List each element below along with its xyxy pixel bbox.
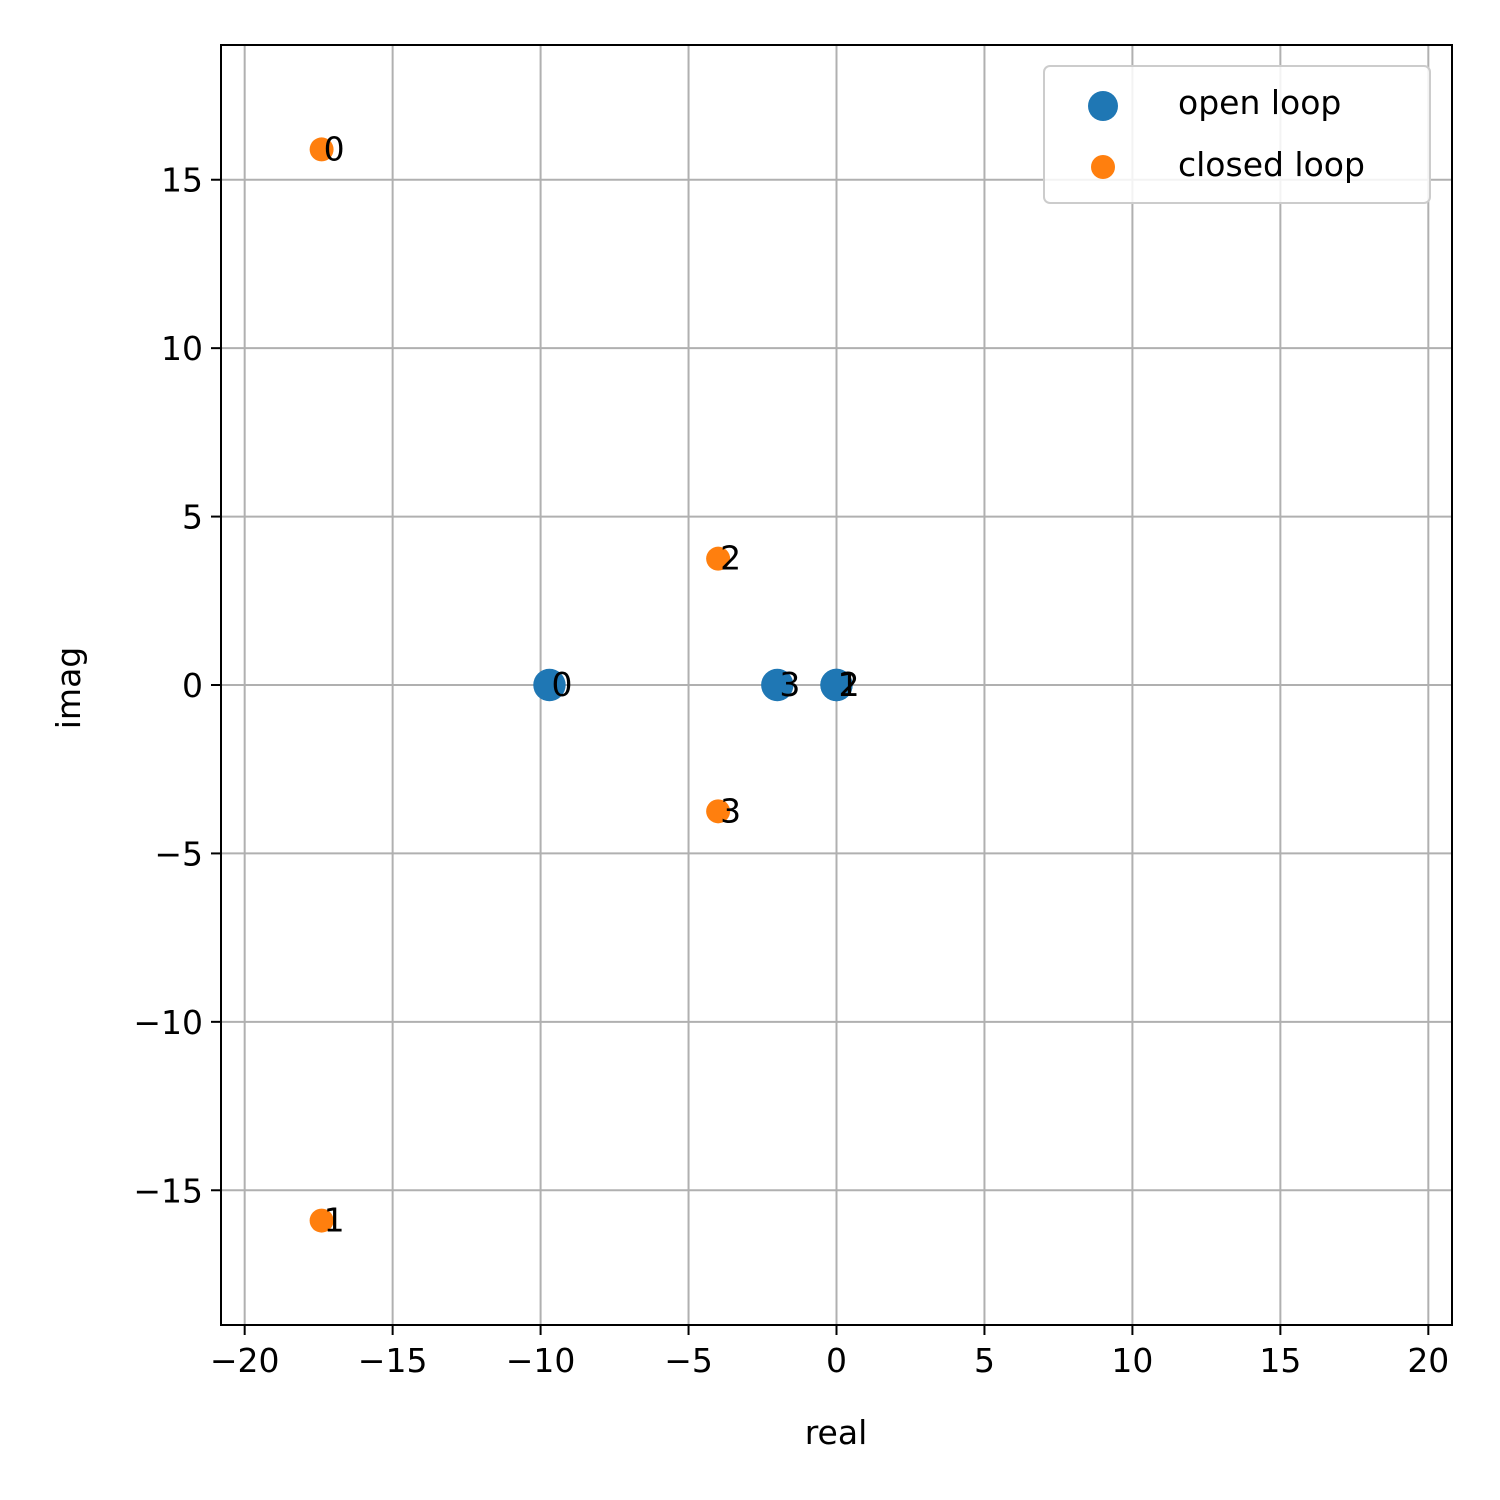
closed-loop-point [706, 799, 731, 824]
closed-loop-point-label: 2 [720, 539, 741, 578]
legend-label-closed-loop: closed loop [1178, 145, 1365, 184]
x-tick-label: −10 [506, 1341, 576, 1380]
y-tick-label: −15 [133, 1171, 203, 1210]
open-loop-point-label: 1 [839, 665, 860, 704]
x-axis-title: real [805, 1413, 868, 1452]
y-axis-title: imag [49, 647, 88, 729]
data-points [309, 137, 853, 1233]
y-tick-label: 0 [182, 666, 203, 705]
y-tick-label: 5 [182, 498, 203, 537]
closed-loop-point [706, 546, 731, 571]
open-loop-point [820, 668, 853, 702]
plot-frame [220, 44, 1453, 1326]
closed-loop-point-label: 0 [324, 129, 345, 168]
y-tick-label: 10 [161, 329, 203, 368]
legend: open loop closed loop [1043, 65, 1431, 204]
open-loop-point [761, 668, 794, 702]
legend-label-open-loop: open loop [1178, 83, 1341, 122]
open-loop-point-label: 3 [779, 665, 800, 704]
x-tick-label: −15 [358, 1341, 428, 1380]
x-tick-label: 15 [1259, 1341, 1301, 1380]
closed-loop-point [309, 137, 334, 162]
open-loop-point-label: 0 [551, 665, 572, 704]
legend-box [1043, 65, 1431, 204]
y-tick-label: −5 [154, 834, 203, 873]
open-loop-point [533, 668, 566, 702]
x-tick-label: 10 [1111, 1341, 1153, 1380]
x-tick-label: 5 [974, 1341, 995, 1380]
legend-marker-closed-loop [1091, 155, 1115, 179]
x-tick-label: 0 [826, 1341, 847, 1380]
y-tick-label: 15 [161, 161, 203, 200]
closed-loop-point-label: 3 [720, 791, 741, 830]
legend-marker-open-loop [1088, 91, 1118, 121]
closed-loop-point [309, 1208, 334, 1233]
x-tick-label: −5 [664, 1341, 713, 1380]
open-loop-point-label: 2 [839, 665, 860, 704]
x-tick-label: −20 [210, 1341, 280, 1380]
y-tick-label: −10 [133, 1003, 203, 1042]
closed-loop-point-label: 1 [324, 1201, 345, 1240]
x-tick-label: 20 [1407, 1341, 1449, 1380]
